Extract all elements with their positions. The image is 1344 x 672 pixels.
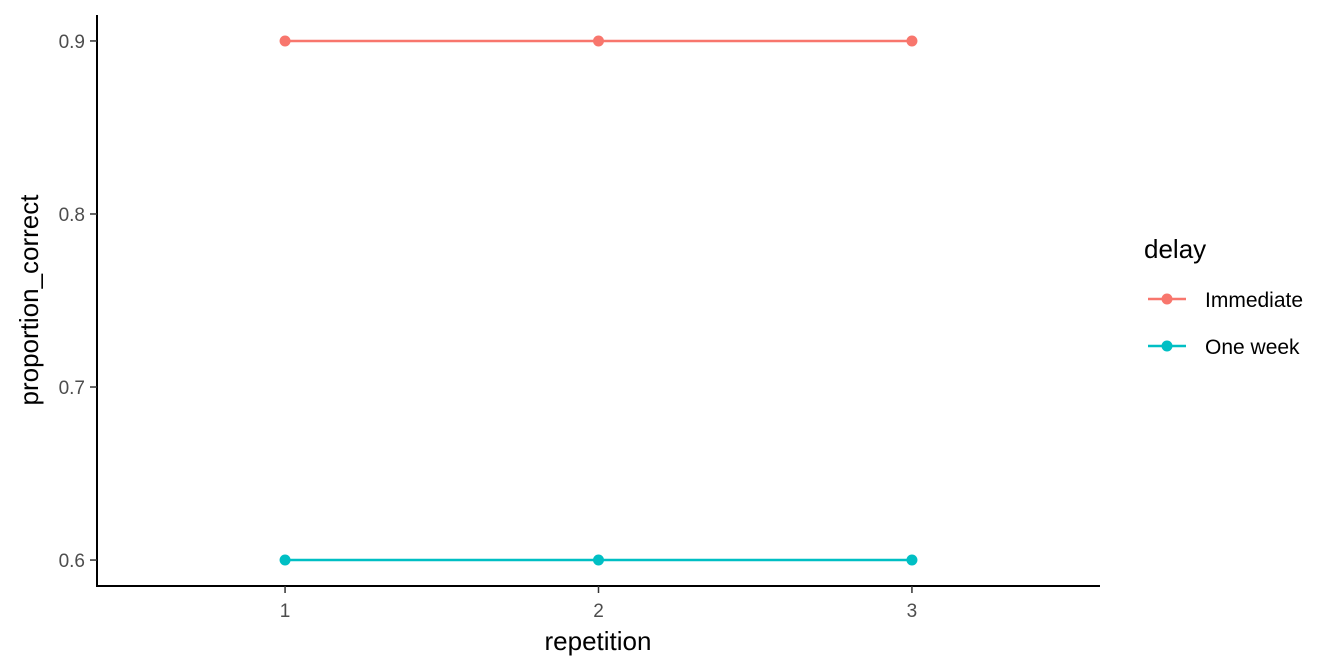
legend-key-point-one-week: [1161, 340, 1173, 352]
data-point-immediate: [593, 35, 604, 47]
x-tick-label: 3: [907, 601, 918, 622]
y-axis-title: proportion_correct: [14, 194, 44, 406]
x-axis-ticks: 1 2 3: [280, 586, 917, 622]
data-point-one-week: [593, 554, 604, 566]
y-tick-label: 0.7: [59, 378, 85, 399]
data-point-one-week: [906, 554, 918, 566]
y-tick-label: 0.6: [59, 551, 85, 572]
legend-label-immediate: Immediate: [1205, 289, 1303, 312]
data-point-immediate: [279, 35, 291, 47]
x-tick-label: 2: [593, 601, 604, 622]
legend-title: delay: [1144, 234, 1206, 264]
y-tick-label: 0.8: [59, 205, 85, 226]
data-point-one-week: [279, 554, 291, 566]
y-axis-ticks: 0.6 0.7 0.8 0.9: [59, 32, 97, 572]
legend-label-one-week: One week: [1205, 336, 1300, 359]
plot-marks: [279, 35, 918, 566]
x-axis-title: repetition: [545, 626, 652, 656]
legend-key-point-immediate: [1161, 293, 1173, 305]
y-tick-label: 0.9: [59, 32, 85, 53]
legend: delay Immediate One week: [1144, 234, 1303, 359]
data-point-immediate: [906, 35, 918, 47]
x-tick-label: 1: [280, 601, 291, 622]
